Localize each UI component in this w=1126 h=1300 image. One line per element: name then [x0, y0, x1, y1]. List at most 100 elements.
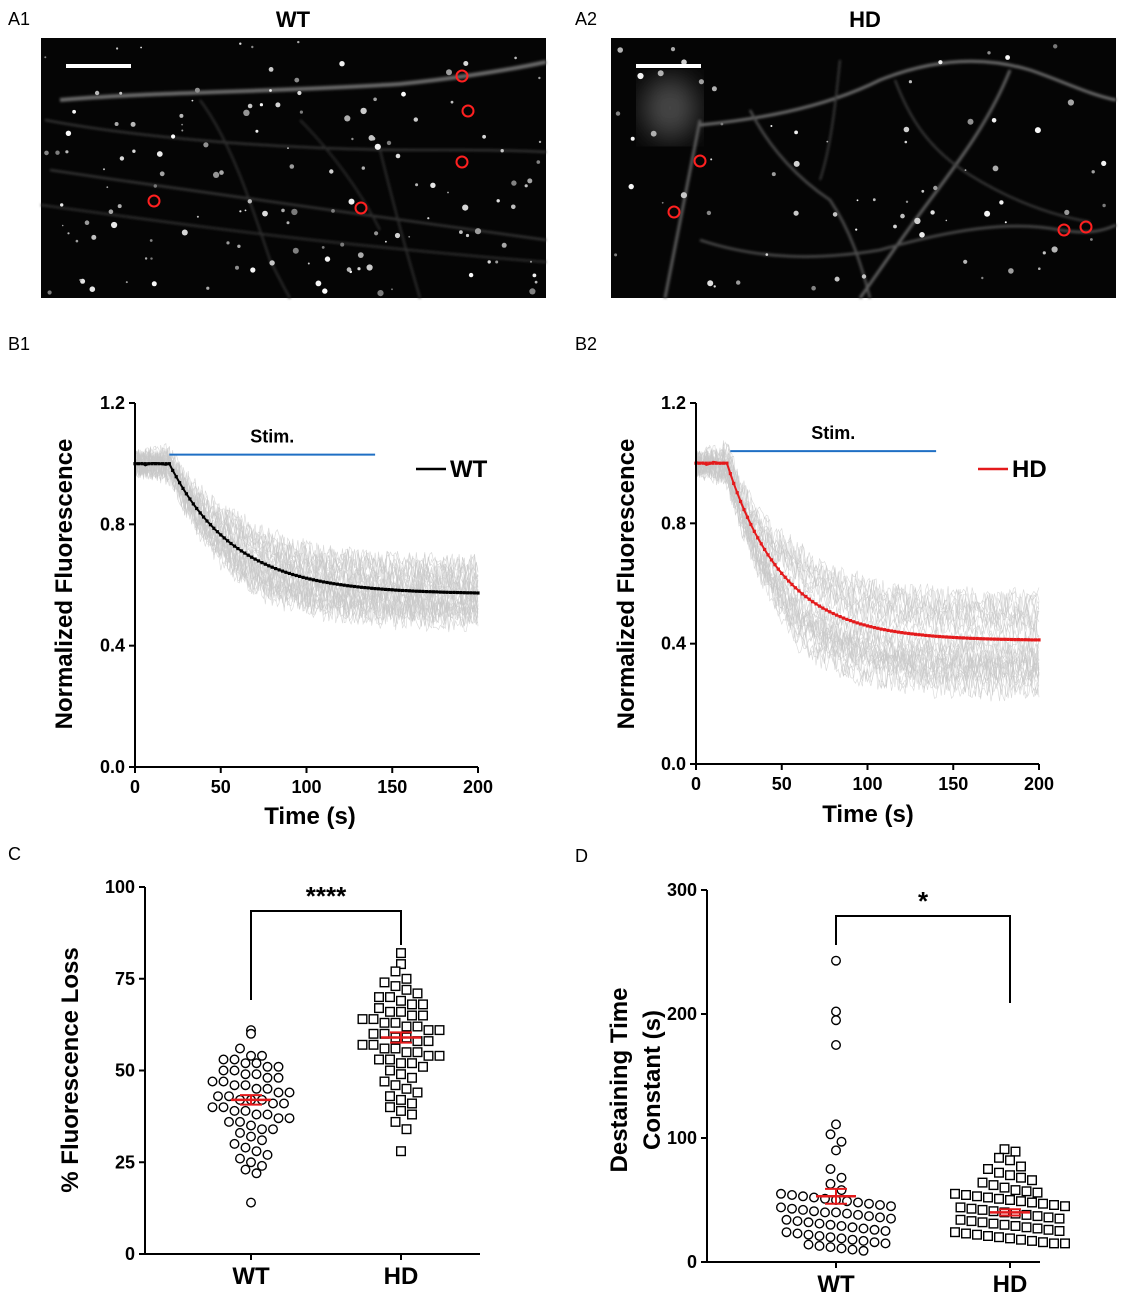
data-point — [407, 1072, 418, 1083]
data-point — [396, 1069, 407, 1080]
mean-point — [903, 631, 907, 635]
mean-point — [841, 616, 846, 620]
punctum — [511, 204, 516, 210]
mean-point — [718, 461, 722, 465]
data-point — [950, 1227, 961, 1238]
data-point — [983, 1163, 994, 1174]
punctum — [132, 149, 136, 153]
data-point — [279, 1098, 290, 1109]
x-category-label: WT — [817, 1271, 855, 1298]
punctum — [259, 103, 263, 107]
group-wt — [207, 1025, 295, 1208]
data-point — [831, 1015, 842, 1026]
punctum — [219, 170, 224, 175]
mean-point — [835, 613, 839, 617]
mean-point — [164, 462, 168, 466]
data-point — [950, 1188, 961, 1199]
mean-point — [215, 530, 219, 534]
punctum — [297, 40, 300, 44]
puncta-hd — [614, 44, 1107, 291]
data-point — [396, 1094, 407, 1105]
data-point — [379, 1076, 390, 1087]
data-point — [831, 1145, 842, 1156]
y-axis-label-c: % Fluorescence Loss — [57, 947, 84, 1192]
punctum — [617, 47, 623, 53]
mean-point — [776, 567, 780, 571]
data-point — [1005, 1233, 1016, 1244]
punctum — [765, 253, 769, 256]
punctum — [1004, 221, 1007, 224]
data-point — [268, 1098, 279, 1109]
mean-point — [704, 461, 708, 465]
data-point — [396, 1146, 407, 1157]
mean-point — [466, 591, 470, 595]
punctum — [908, 80, 913, 84]
mean-point — [824, 608, 828, 612]
punctum — [1034, 127, 1041, 134]
data-point — [396, 959, 407, 970]
data-point — [1032, 1223, 1043, 1234]
y-tick-label: 75 — [115, 969, 135, 989]
mean-point — [821, 606, 825, 610]
mean-point — [322, 580, 326, 584]
punctum — [1053, 44, 1058, 49]
data-point — [831, 955, 842, 966]
roi-circle-icon — [354, 201, 368, 215]
x-tick-label: 200 — [1024, 774, 1054, 794]
data-point — [1010, 1146, 1021, 1157]
mean-point — [387, 588, 391, 592]
data-point — [1037, 1198, 1048, 1209]
puncta-wt — [44, 40, 542, 297]
mean-point — [811, 600, 815, 604]
mean-point — [838, 615, 842, 619]
mean-point — [797, 589, 801, 593]
punctum — [462, 204, 469, 211]
data-point — [240, 1069, 251, 1080]
mean-point — [311, 578, 315, 582]
punctum — [275, 102, 281, 108]
punctum — [904, 140, 908, 144]
punctum — [463, 61, 469, 66]
mean-point — [787, 579, 791, 583]
data-point — [1059, 1238, 1070, 1249]
mean-point — [886, 628, 890, 632]
data-point — [396, 995, 407, 1006]
punctum — [630, 136, 635, 141]
mean-point — [732, 481, 736, 485]
punctum — [144, 257, 148, 260]
roi-circles-wt — [147, 69, 475, 215]
mean-trace-points — [694, 461, 1041, 642]
data-point — [390, 1116, 401, 1127]
mean-point — [400, 588, 405, 593]
mean-point — [817, 604, 822, 608]
y-tick-label: 0.4 — [100, 636, 125, 656]
mean-point — [143, 462, 147, 466]
punctum — [921, 189, 925, 193]
mean-point — [951, 635, 955, 639]
punctum — [984, 210, 991, 217]
data-point — [983, 1230, 994, 1241]
data-point — [240, 1080, 251, 1091]
panel-label-b1: B1 — [8, 334, 30, 354]
data-point — [251, 1083, 262, 1094]
punctum — [446, 69, 452, 76]
punctum — [151, 281, 157, 287]
mean-point — [1013, 638, 1017, 642]
individual-trace — [695, 450, 1040, 639]
cell-body-hd — [642, 76, 698, 140]
neurite-network-hd — [663, 59, 1117, 299]
y-tick-label: 0 — [687, 1252, 697, 1272]
data-point — [401, 984, 412, 995]
data-point — [374, 992, 385, 1003]
data-point — [245, 1050, 256, 1061]
data-point — [257, 1135, 268, 1146]
mean-point — [411, 589, 415, 593]
punctum — [344, 115, 351, 122]
data-point — [831, 1207, 842, 1218]
mean-point — [852, 620, 856, 624]
mean-point — [332, 582, 336, 586]
data-point — [886, 1201, 897, 1212]
mean-point — [198, 511, 202, 515]
punctum — [681, 59, 687, 65]
mean-point — [390, 588, 394, 592]
